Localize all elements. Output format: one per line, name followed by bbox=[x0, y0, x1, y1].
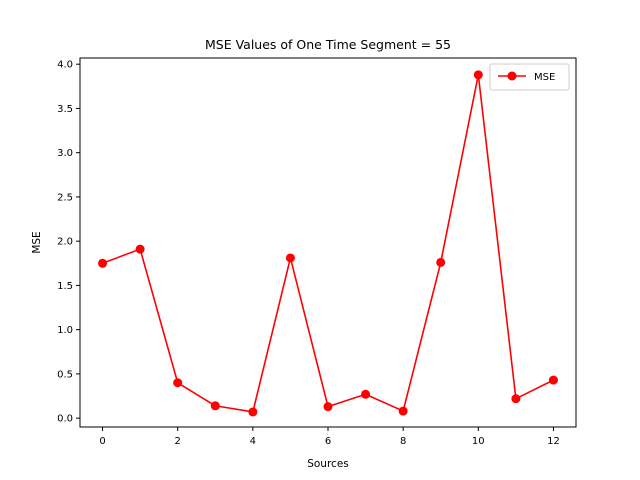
x-tick-label: 12 bbox=[547, 436, 560, 447]
data-point bbox=[173, 378, 183, 388]
x-tick-label: 4 bbox=[250, 436, 256, 447]
legend-marker-swatch bbox=[507, 71, 517, 81]
data-point bbox=[548, 375, 558, 385]
data-point bbox=[436, 257, 446, 267]
data-point bbox=[473, 70, 483, 80]
y-tick-label: 1.0 bbox=[57, 325, 73, 336]
axes-layer: 0 2 4 6 8 10 12 0.0 0.5 1.0 1.5 2.0 2.5 3.0 3.5 4.0 bbox=[57, 60, 560, 447]
x-tick-label: 6 bbox=[325, 436, 331, 447]
data-point bbox=[248, 407, 258, 417]
data-point bbox=[361, 389, 371, 399]
x-tick-label: 2 bbox=[175, 436, 181, 447]
y-tick-label: 0.0 bbox=[57, 414, 73, 425]
data-point bbox=[323, 402, 333, 412]
x-tick-label: 0 bbox=[99, 436, 105, 447]
series-layer bbox=[98, 70, 558, 417]
y-tick-label: 3.0 bbox=[57, 148, 73, 159]
y-tick-label: 2.0 bbox=[57, 237, 73, 248]
x-axis-label: Sources bbox=[307, 458, 349, 470]
data-point bbox=[398, 406, 408, 416]
data-point bbox=[285, 253, 295, 263]
data-point bbox=[98, 258, 108, 268]
y-tick-label: 2.5 bbox=[57, 192, 73, 203]
data-point bbox=[135, 244, 145, 254]
y-tick-label: 4.0 bbox=[57, 60, 73, 71]
y-axis-label: MSE bbox=[31, 231, 43, 253]
x-tick-label: 10 bbox=[472, 436, 485, 447]
y-tick-label: 0.5 bbox=[57, 369, 73, 380]
plot-frame bbox=[79, 57, 577, 428]
legend-box bbox=[489, 63, 570, 91]
y-tick-label: 3.5 bbox=[57, 104, 73, 115]
data-point bbox=[210, 401, 220, 411]
y-tick-label: 1.5 bbox=[57, 281, 73, 292]
x-tick-label: 8 bbox=[400, 436, 406, 447]
data-point bbox=[511, 394, 521, 404]
series-line-mse bbox=[102, 74, 554, 413]
chart-title: MSE Values of One Time Segment = 55 bbox=[205, 37, 451, 52]
legend: MSE bbox=[489, 63, 570, 91]
legend-label-mse: MSE bbox=[534, 72, 555, 83]
